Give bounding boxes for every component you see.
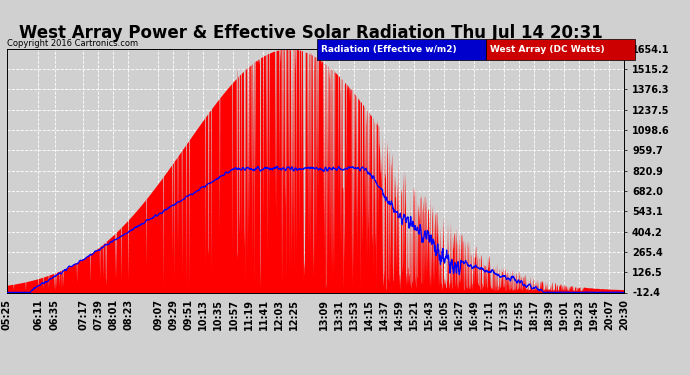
Text: West Array Power & Effective Solar Radiation Thu Jul 14 20:31: West Array Power & Effective Solar Radia… bbox=[19, 24, 602, 42]
Text: West Array (DC Watts): West Array (DC Watts) bbox=[490, 45, 604, 54]
Text: Radiation (Effective w/m2): Radiation (Effective w/m2) bbox=[321, 45, 457, 54]
Text: Copyright 2016 Cartronics.com: Copyright 2016 Cartronics.com bbox=[7, 39, 138, 48]
